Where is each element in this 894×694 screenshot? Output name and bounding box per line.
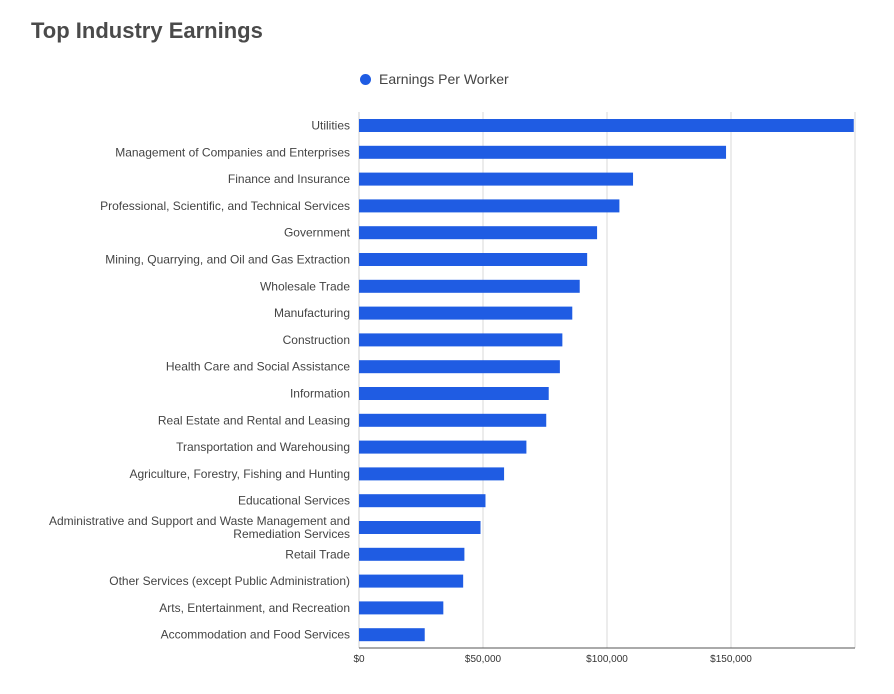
bar: [359, 226, 598, 240]
bar: [359, 467, 505, 481]
category-label: Utilities: [311, 119, 350, 133]
bar: [359, 494, 486, 508]
x-tick-label: $0: [353, 654, 365, 665]
category-label: Management of Companies and Enterprises: [115, 145, 350, 159]
category-label: Mining, Quarrying, and Oil and Gas Extra…: [105, 253, 350, 267]
category-label: Retail Trade: [285, 547, 350, 561]
category-label: Professional, Scientific, and Technical …: [100, 199, 350, 213]
bar: [359, 306, 573, 320]
category-label: Agriculture, Forestry, Fishing and Hunti…: [129, 467, 350, 481]
category-label-line: Remediation Services: [233, 527, 350, 541]
category-label: Manufacturing: [274, 306, 350, 320]
category-label: Other Services (except Public Administra…: [109, 574, 350, 588]
category-label: Finance and Insurance: [228, 172, 350, 186]
bar: [359, 440, 527, 454]
category-label: Information: [290, 387, 350, 401]
bar: [359, 145, 727, 159]
bar: [359, 279, 580, 293]
bar: [359, 333, 563, 347]
x-tick-label: $50,000: [465, 654, 502, 665]
category-label: Real Estate and Rental and Leasing: [158, 413, 350, 427]
legend-label: Earnings Per Worker: [379, 71, 509, 87]
x-tick-label: $150,000: [710, 654, 752, 665]
category-label: Arts, Entertainment, and Recreation: [159, 601, 350, 615]
bar: [359, 253, 588, 266]
x-tick-label: $100,000: [586, 654, 628, 665]
category-label: Wholesale Trade: [260, 279, 350, 293]
bar: [359, 387, 549, 400]
chart-title: Top Industry Earnings: [31, 18, 263, 43]
legend-marker-icon: [360, 73, 371, 85]
bar: [359, 360, 560, 374]
category-label: Transportation and Warehousing: [176, 440, 350, 454]
category-label: Accommodation and Food Services: [161, 628, 350, 642]
category-label: Government: [284, 226, 351, 240]
chart-legend: Earnings Per Worker: [360, 71, 509, 87]
bar: [359, 547, 465, 561]
bar: [359, 628, 425, 642]
category-label: Health Care and Social Assistance: [166, 360, 350, 374]
bar: [359, 521, 481, 534]
bar: [359, 413, 547, 427]
bar: [359, 574, 464, 588]
bar: [359, 601, 444, 615]
category-label: Educational Services: [238, 494, 350, 508]
bar: [359, 172, 634, 186]
bar: [359, 199, 620, 213]
category-label: Administrative and Support and Waste Man…: [49, 514, 350, 541]
category-label: Construction: [283, 333, 350, 347]
category-label-line: Administrative and Support and Waste Man…: [49, 514, 350, 528]
bar: [359, 119, 854, 132]
